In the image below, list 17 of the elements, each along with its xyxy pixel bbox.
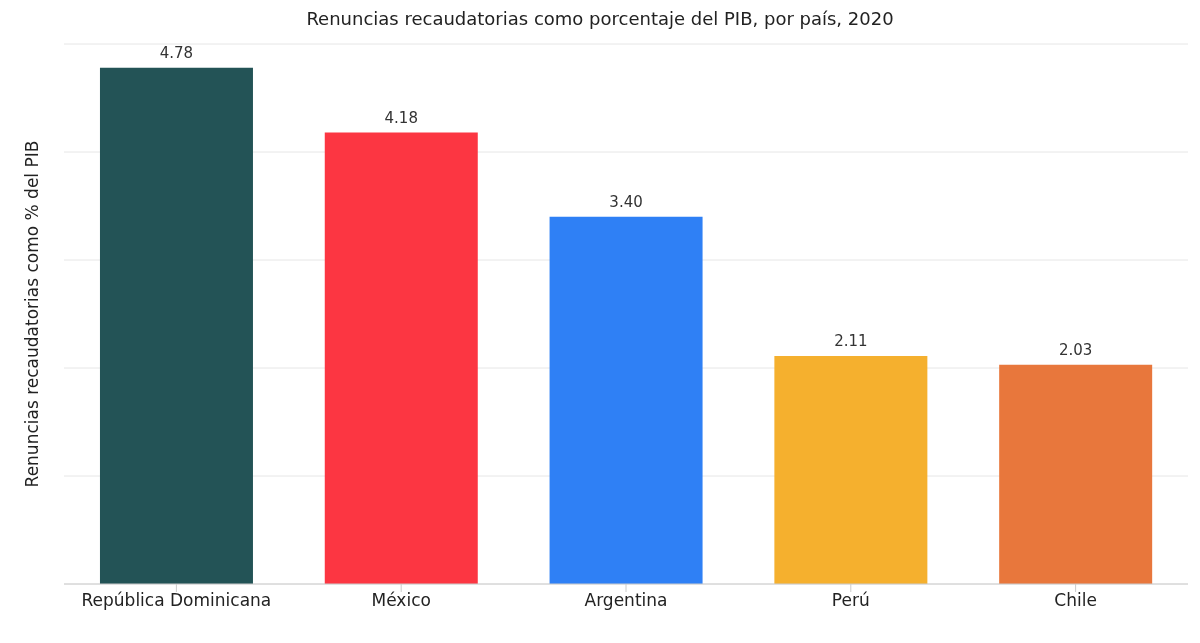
data-label: 2.03 bbox=[1058, 340, 1093, 359]
x-tick-label: Chile bbox=[1054, 590, 1097, 611]
x-tick-label: Perú bbox=[831, 590, 870, 611]
data-label: 3.40 bbox=[609, 192, 643, 211]
bar bbox=[999, 364, 1153, 584]
data-label: 4.78 bbox=[159, 43, 194, 62]
bar bbox=[324, 132, 478, 584]
bar bbox=[774, 356, 928, 584]
chart-title: Renuncias recaudatorias como porcentaje del PIB, por país, 2020 bbox=[305, 8, 895, 31]
data-label: 2.11 bbox=[834, 332, 868, 351]
data-label: 4.18 bbox=[384, 108, 418, 127]
x-tick-label: República Dominicana bbox=[81, 590, 272, 611]
y-axis-title: Renuncias recaudatorias como % del PIB bbox=[22, 140, 43, 488]
bar bbox=[99, 67, 253, 584]
x-tick-label: Argentina bbox=[584, 590, 668, 611]
bar bbox=[549, 216, 703, 584]
x-tick-label: México bbox=[371, 590, 431, 611]
